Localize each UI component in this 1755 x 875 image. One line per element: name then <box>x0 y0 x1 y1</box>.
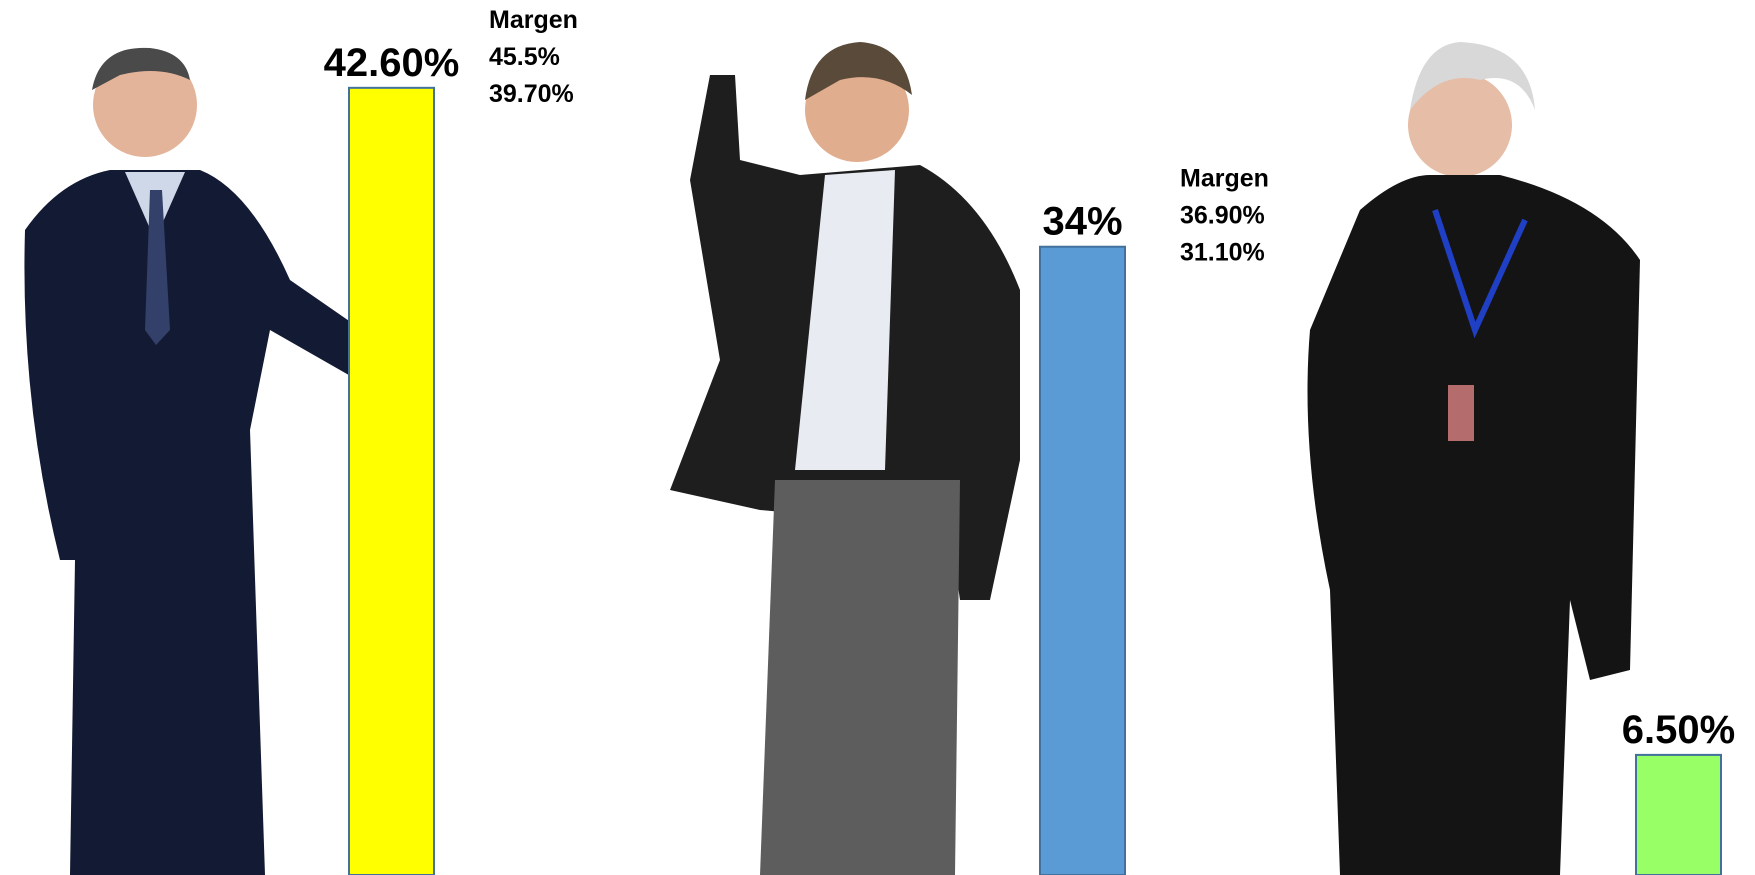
margin-title: Margen <box>489 6 578 34</box>
margin-title: Margen <box>1180 165 1269 193</box>
margin-value: 31.10% <box>1180 239 1265 267</box>
bar <box>1636 755 1721 875</box>
value-label: 34% <box>1042 200 1122 244</box>
value-label: 6.50% <box>1622 708 1735 752</box>
value-label: 42.60% <box>324 41 460 85</box>
bar <box>1040 247 1125 875</box>
margin-value: 39.70% <box>489 80 574 108</box>
margin-value: 36.90% <box>1180 202 1265 230</box>
page: {"chart_data": {"type": "bar", "categori… <box>0 0 1755 875</box>
bar <box>349 88 434 875</box>
chart: 42.60% Margen 45.5% 39.70% 34% Margen 36.90% 31… <box>0 0 1755 875</box>
person-photo-3 <box>1308 42 1641 875</box>
person-photo-2 <box>670 42 1020 875</box>
margin-value: 45.5% <box>489 43 560 71</box>
